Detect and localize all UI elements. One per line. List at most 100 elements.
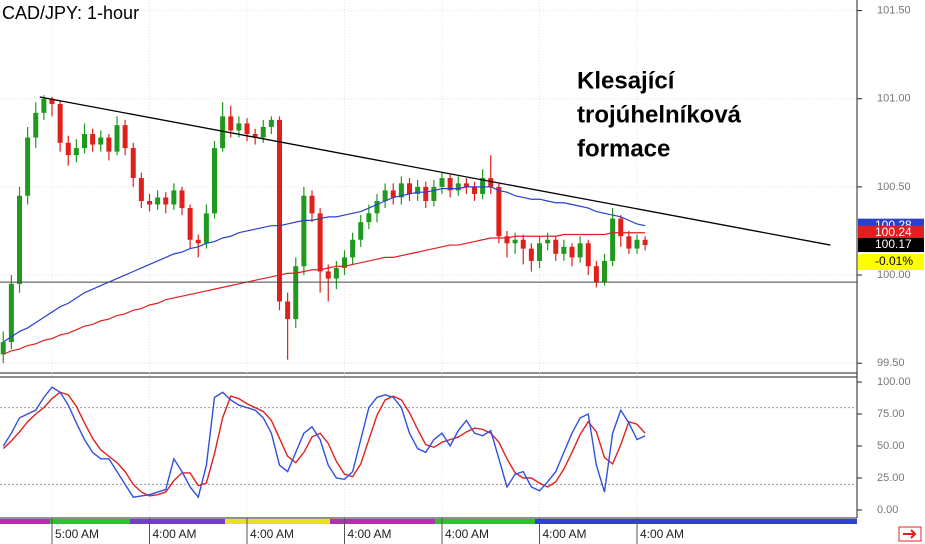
candle-body: [130, 148, 136, 179]
candle-body: [293, 266, 299, 320]
candle-body: [187, 208, 193, 240]
candle-body: [528, 248, 534, 261]
candle-body: [171, 190, 177, 205]
candle-body: [8, 283, 14, 343]
candle-body: [277, 119, 282, 302]
candle-body: [382, 190, 388, 201]
candle-body: [561, 246, 567, 254]
candle-body: [415, 186, 421, 194]
moving-average: [2, 186, 646, 343]
annotation: Klesající: [577, 67, 676, 94]
candle-body: [0, 342, 6, 355]
arrow-icon: [903, 529, 917, 539]
candle-body: [155, 197, 161, 205]
candle-body: [618, 218, 624, 237]
candle-body: [268, 119, 274, 127]
candle-body: [358, 222, 364, 240]
candle-body: [163, 197, 169, 205]
candle-body: [114, 125, 120, 152]
annotation: formace: [577, 135, 670, 162]
x-tick-label: 4:00 AM: [250, 527, 294, 541]
candle-body: [610, 218, 616, 261]
candle-body: [472, 186, 477, 194]
candle-body: [626, 236, 632, 249]
session-band: [330, 519, 435, 524]
candle-body: [138, 178, 144, 201]
candle-body: [49, 98, 55, 105]
chart-title: CAD/JPY: 1-hour: [2, 3, 139, 23]
candle-body: [439, 178, 445, 187]
scroll-arrow[interactable]: [898, 526, 922, 542]
candle-body: [504, 236, 510, 244]
candle-body: [545, 239, 551, 244]
price-marker-label: 100.17: [875, 237, 912, 251]
stochastic-line: [2, 386, 646, 499]
candles: [0, 95, 648, 364]
candle-body: [90, 133, 96, 145]
candle-body: [285, 301, 291, 320]
candle-body: [553, 239, 559, 254]
candle-body: [366, 213, 372, 223]
moving-average: [3, 232, 646, 355]
x-tick-label: 4:00 AM: [153, 527, 197, 541]
y-tick-label: 0.00: [877, 504, 898, 516]
candle-body: [179, 190, 185, 209]
session-band: [225, 519, 330, 524]
candle-body: [41, 98, 47, 113]
candle-body: [195, 239, 201, 244]
y-tick-label: 99.50: [877, 357, 905, 369]
candle-body: [520, 239, 526, 249]
candle-body: [236, 123, 242, 131]
candle-body: [350, 239, 356, 258]
session-band: [50, 519, 130, 524]
candle-body: [252, 133, 258, 138]
x-tick-label: 5:00 AM: [55, 527, 99, 541]
session-band: [130, 519, 225, 524]
price-marker: [858, 225, 924, 240]
candle-body: [398, 183, 404, 198]
candle-body: [333, 267, 339, 279]
candle-body: [447, 178, 453, 191]
candle-body: [463, 183, 469, 187]
candle-body: [122, 125, 128, 149]
candle-body: [512, 239, 518, 244]
candle-body: [325, 271, 331, 279]
candle-body: [585, 243, 591, 267]
candle-body: [317, 213, 323, 272]
candle-body: [577, 243, 583, 258]
change-label: -0.01%: [875, 254, 913, 268]
candle-body: [488, 178, 494, 187]
annotation: trojúhelníková: [577, 101, 742, 128]
candle-body: [309, 195, 315, 214]
candle-body: [537, 243, 542, 261]
y-tick-label: 100.00: [877, 376, 911, 388]
candle-body: [57, 104, 63, 143]
candle-body: [25, 137, 31, 196]
candle-body: [480, 178, 486, 194]
y-tick-label: 101.00: [877, 93, 911, 105]
change-box: [858, 254, 924, 271]
candle-body: [374, 200, 380, 214]
candle-body: [301, 195, 307, 267]
y-tick-label: 100.50: [877, 181, 911, 193]
stochastic-line: [2, 391, 646, 497]
candle-body: [496, 186, 502, 237]
candle-body: [17, 195, 22, 284]
candle-body: [147, 200, 152, 205]
candle-body: [642, 239, 648, 246]
candle-body: [212, 148, 217, 214]
x-tick-label: 4:00 AM: [348, 527, 392, 541]
candle-body: [33, 112, 39, 138]
y-tick-label: 75.00: [877, 408, 905, 420]
candle-body: [407, 183, 412, 194]
candle-body: [431, 186, 437, 201]
y-tick-label: 50.00: [877, 440, 905, 452]
candle-body: [260, 126, 266, 138]
candle-body: [602, 260, 607, 283]
session-strip: [0, 519, 857, 524]
candle-body: [390, 190, 396, 198]
y-tick-label: 101.50: [877, 4, 911, 16]
